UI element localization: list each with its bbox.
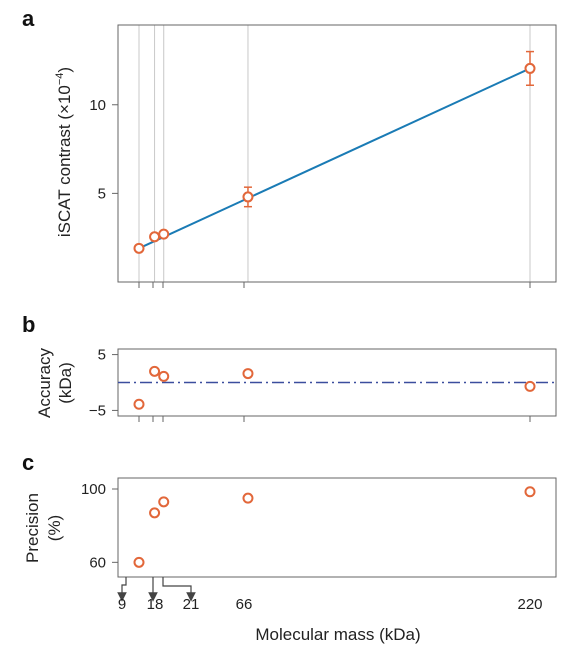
panel-c: 100 60 Precision (%) [23,477,557,578]
data-point [133,398,145,410]
y-tick-label: 60 [89,554,106,571]
data-point [133,242,145,254]
x-arrow-21 [162,577,196,602]
panel-letter-b: b [22,312,35,337]
panel-a-y-ticks: 5 10 [89,97,118,202]
y-tick-label: −5 [89,402,106,419]
data-point [158,370,170,382]
panel-a-frame [117,24,557,283]
panel-b-y-ticks: 5 −5 [89,347,118,419]
panel-b-points [133,365,536,410]
x-tick-label-9: 9 [118,596,126,613]
data-point [242,368,254,380]
x-tick-label-66: 66 [236,596,253,613]
panel-b: 5 −5 Accuracy (kDa) [35,347,557,419]
x-axis-ticks [138,282,531,422]
x-tick-label-18: 18 [147,596,164,613]
data-point [149,507,161,519]
x-tick-label-21: 21 [183,596,200,613]
panel-b-y-axis-unit: (kDa) [56,362,75,404]
data-point [242,492,254,504]
data-point [149,231,161,243]
panel-c-y-axis-unit: (%) [45,515,64,541]
panel-letter-c: c [22,450,34,475]
y-tick-label: 100 [81,481,106,498]
data-point [524,486,536,498]
panel-b-frame [117,348,557,417]
data-point [524,380,536,392]
y-tick-label: 5 [98,347,106,364]
x-arrow-9 [117,577,127,602]
panel-a-y-axis-label: iSCAT contrast (×10−4) [54,67,74,237]
x-axis-arrows [117,577,196,602]
y-tick-label: 10 [89,97,106,114]
x-axis: 9 18 21 66 220 Molecular mass (kDa) [117,282,543,644]
panel-c-y-ticks: 100 60 [81,481,118,571]
panel-a-fit-line [138,67,531,250]
panel-letter-a: a [22,6,35,31]
x-axis-label: Molecular mass (kDa) [255,625,420,644]
panel-c-y-axis-label: Precision [23,493,42,563]
panel-b-y-axis-label: Accuracy [35,348,54,418]
panel-c-points [133,486,536,568]
panel-c-frame [117,477,557,578]
data-point [133,556,145,568]
data-point [149,365,161,377]
data-point [242,191,254,203]
x-tick-label-220: 220 [517,596,542,613]
data-point [158,496,170,508]
panel-a: 5 10 iSCAT contrast (×10−4) [54,24,557,283]
data-point [158,228,170,240]
panel-a-points [133,50,536,254]
y-tick-label: 5 [98,185,106,202]
data-point [524,62,536,74]
panel-a-gridlines [138,25,531,282]
